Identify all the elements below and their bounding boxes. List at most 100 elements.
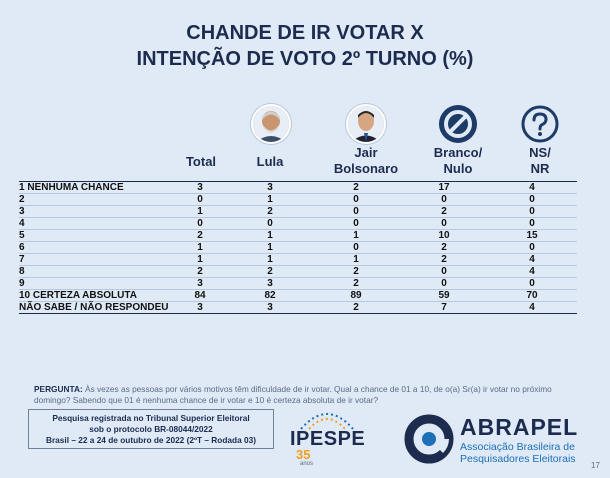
cell-total: 3 — [171, 277, 229, 290]
cell-ns: 4 — [487, 301, 577, 314]
col-header-branco: Branco/ Nulo — [420, 145, 496, 177]
note-line-3: Brasil – 22 a 24 de outubro de 2022 (2ºT… — [45, 435, 257, 445]
col-header-bolsonaro-line1: Jair — [354, 145, 378, 160]
row-label: 10 CERTEZA ABSOLUTA — [19, 289, 171, 302]
cell-lula: 1 — [229, 229, 311, 242]
lula-avatar-icon — [251, 104, 291, 144]
cell-bolsonaro: 0 — [311, 217, 401, 230]
cell-branco: 0 — [401, 217, 487, 230]
table-row: NÃO SABE / NÃO RESPONDEU 3 3 2 7 4 — [19, 301, 577, 314]
cell-branco: 0 — [401, 265, 487, 278]
row-label: NÃO SABE / NÃO RESPONDEU — [19, 301, 171, 314]
table-row: 5 2 1 1 10 15 — [19, 229, 577, 242]
col-header-ns: NS/ NR — [510, 145, 570, 177]
cell-total: 1 — [171, 205, 229, 218]
cell-lula: 82 — [229, 289, 311, 302]
cell-lula: 0 — [229, 217, 311, 230]
cell-bolsonaro: 89 — [311, 289, 401, 302]
cell-bolsonaro: 1 — [311, 229, 401, 242]
cell-branco: 2 — [401, 205, 487, 218]
cell-total: 84 — [171, 289, 229, 302]
cell-ns: 4 — [487, 265, 577, 278]
col-header-bolsonaro-line2: Bolsonaro — [333, 161, 399, 176]
page-number: 17 — [591, 461, 600, 470]
title-line-2: INTENÇÃO DE VOTO 2º TURNO (%) — [136, 48, 474, 70]
cell-ns: 0 — [487, 217, 577, 230]
cell-bolsonaro: 1 — [311, 253, 401, 266]
cell-ns: 0 — [487, 205, 577, 218]
abrapel-subtitle-line1: Associação Brasileira de — [460, 441, 575, 453]
cell-total: 1 — [171, 253, 229, 266]
row-label: 2 — [19, 193, 171, 206]
cell-branco: 2 — [401, 253, 487, 266]
row-label: 8 — [19, 265, 171, 278]
registration-note: Pesquisa registrada no Tribunal Superior… — [28, 409, 274, 449]
cell-ns: 70 — [487, 289, 577, 302]
ipespe-anos: anos — [300, 461, 314, 467]
cell-bolsonaro: 0 — [311, 205, 401, 218]
cell-lula: 2 — [229, 265, 311, 278]
cell-ns: 4 — [487, 181, 577, 194]
cell-ns: 0 — [487, 277, 577, 290]
col-header-total: Total — [185, 154, 217, 169]
cell-bolsonaro: 0 — [311, 241, 401, 254]
cell-ns: 15 — [487, 229, 577, 242]
ipespe-years: 35 — [296, 447, 311, 462]
note-line-1: Pesquisa registrada no Tribunal Superior… — [52, 413, 250, 423]
cell-lula: 3 — [229, 277, 311, 290]
col-header-ns-line1: NS/ — [529, 145, 551, 160]
ipespe-logo: IPESPE 35 anos — [289, 405, 375, 467]
cell-branco: 0 — [401, 277, 487, 290]
cell-branco: 59 — [401, 289, 487, 302]
cell-lula: 1 — [229, 241, 311, 254]
col-header-lula: Lula — [256, 154, 284, 169]
cell-bolsonaro: 2 — [311, 277, 401, 290]
title-line-1: CHANDE DE IR VOTAR X — [186, 22, 424, 44]
cell-lula: 2 — [229, 205, 311, 218]
col-header-branco-line2: Nulo — [443, 161, 473, 176]
cell-total: 2 — [171, 229, 229, 242]
abrapel-logo-icon — [404, 414, 454, 464]
cell-ns: 0 — [487, 241, 577, 254]
table-row: 1 NENHUMA CHANCE 3 3 2 17 4 — [19, 181, 577, 194]
question-icon — [520, 104, 560, 144]
question-text: PERGUNTA: Às vezes as pessoas por vários… — [34, 384, 582, 406]
cell-total: 2 — [171, 265, 229, 278]
row-label: 5 — [19, 229, 171, 242]
row-label: 7 — [19, 253, 171, 266]
cell-bolsonaro: 2 — [311, 301, 401, 314]
cell-lula: 1 — [229, 253, 311, 266]
table-row: 10 CERTEZA ABSOLUTA 84 82 89 59 70 — [19, 289, 577, 302]
cell-branco: 0 — [401, 193, 487, 206]
cell-total: 0 — [171, 217, 229, 230]
note-line-2: sob o protocolo BR-08044/2022 — [89, 424, 213, 434]
cell-branco: 17 — [401, 181, 487, 194]
question-body: Às vezes as pessoas por vários motivos t… — [34, 384, 552, 405]
row-label: 6 — [19, 241, 171, 254]
abrapel-name: ABRAPEL — [460, 414, 579, 440]
cell-bolsonaro: 0 — [311, 193, 401, 206]
ipespe-arc-icon — [300, 413, 354, 430]
cell-lula: 3 — [229, 181, 311, 194]
results-table: 1 NENHUMA CHANCE 3 3 2 17 4 2 0 1 0 0 0 3 1 2 0 2 0 4 0 0 0 0 0… — [19, 181, 577, 314]
row-label: 1 NENHUMA CHANCE — [19, 181, 171, 194]
col-header-ns-line2: NR — [530, 161, 550, 176]
row-label: 4 — [19, 217, 171, 230]
abrapel-subtitle-line2: Pesquisadores Eleitorais — [460, 453, 576, 465]
page-title: CHANDE DE IR VOTAR X INTENÇÃO DE VOTO 2º… — [0, 20, 610, 72]
cell-bolsonaro: 2 — [311, 181, 401, 194]
bolsonaro-avatar-icon — [346, 104, 386, 144]
abrapel-subtitle: Associação Brasileira de Pesquisadores E… — [460, 441, 576, 465]
cell-branco: 7 — [401, 301, 487, 314]
cell-branco: 10 — [401, 229, 487, 242]
cell-total: 3 — [171, 181, 229, 194]
cell-total: 3 — [171, 301, 229, 314]
cell-bolsonaro: 2 — [311, 265, 401, 278]
cell-ns: 0 — [487, 193, 577, 206]
